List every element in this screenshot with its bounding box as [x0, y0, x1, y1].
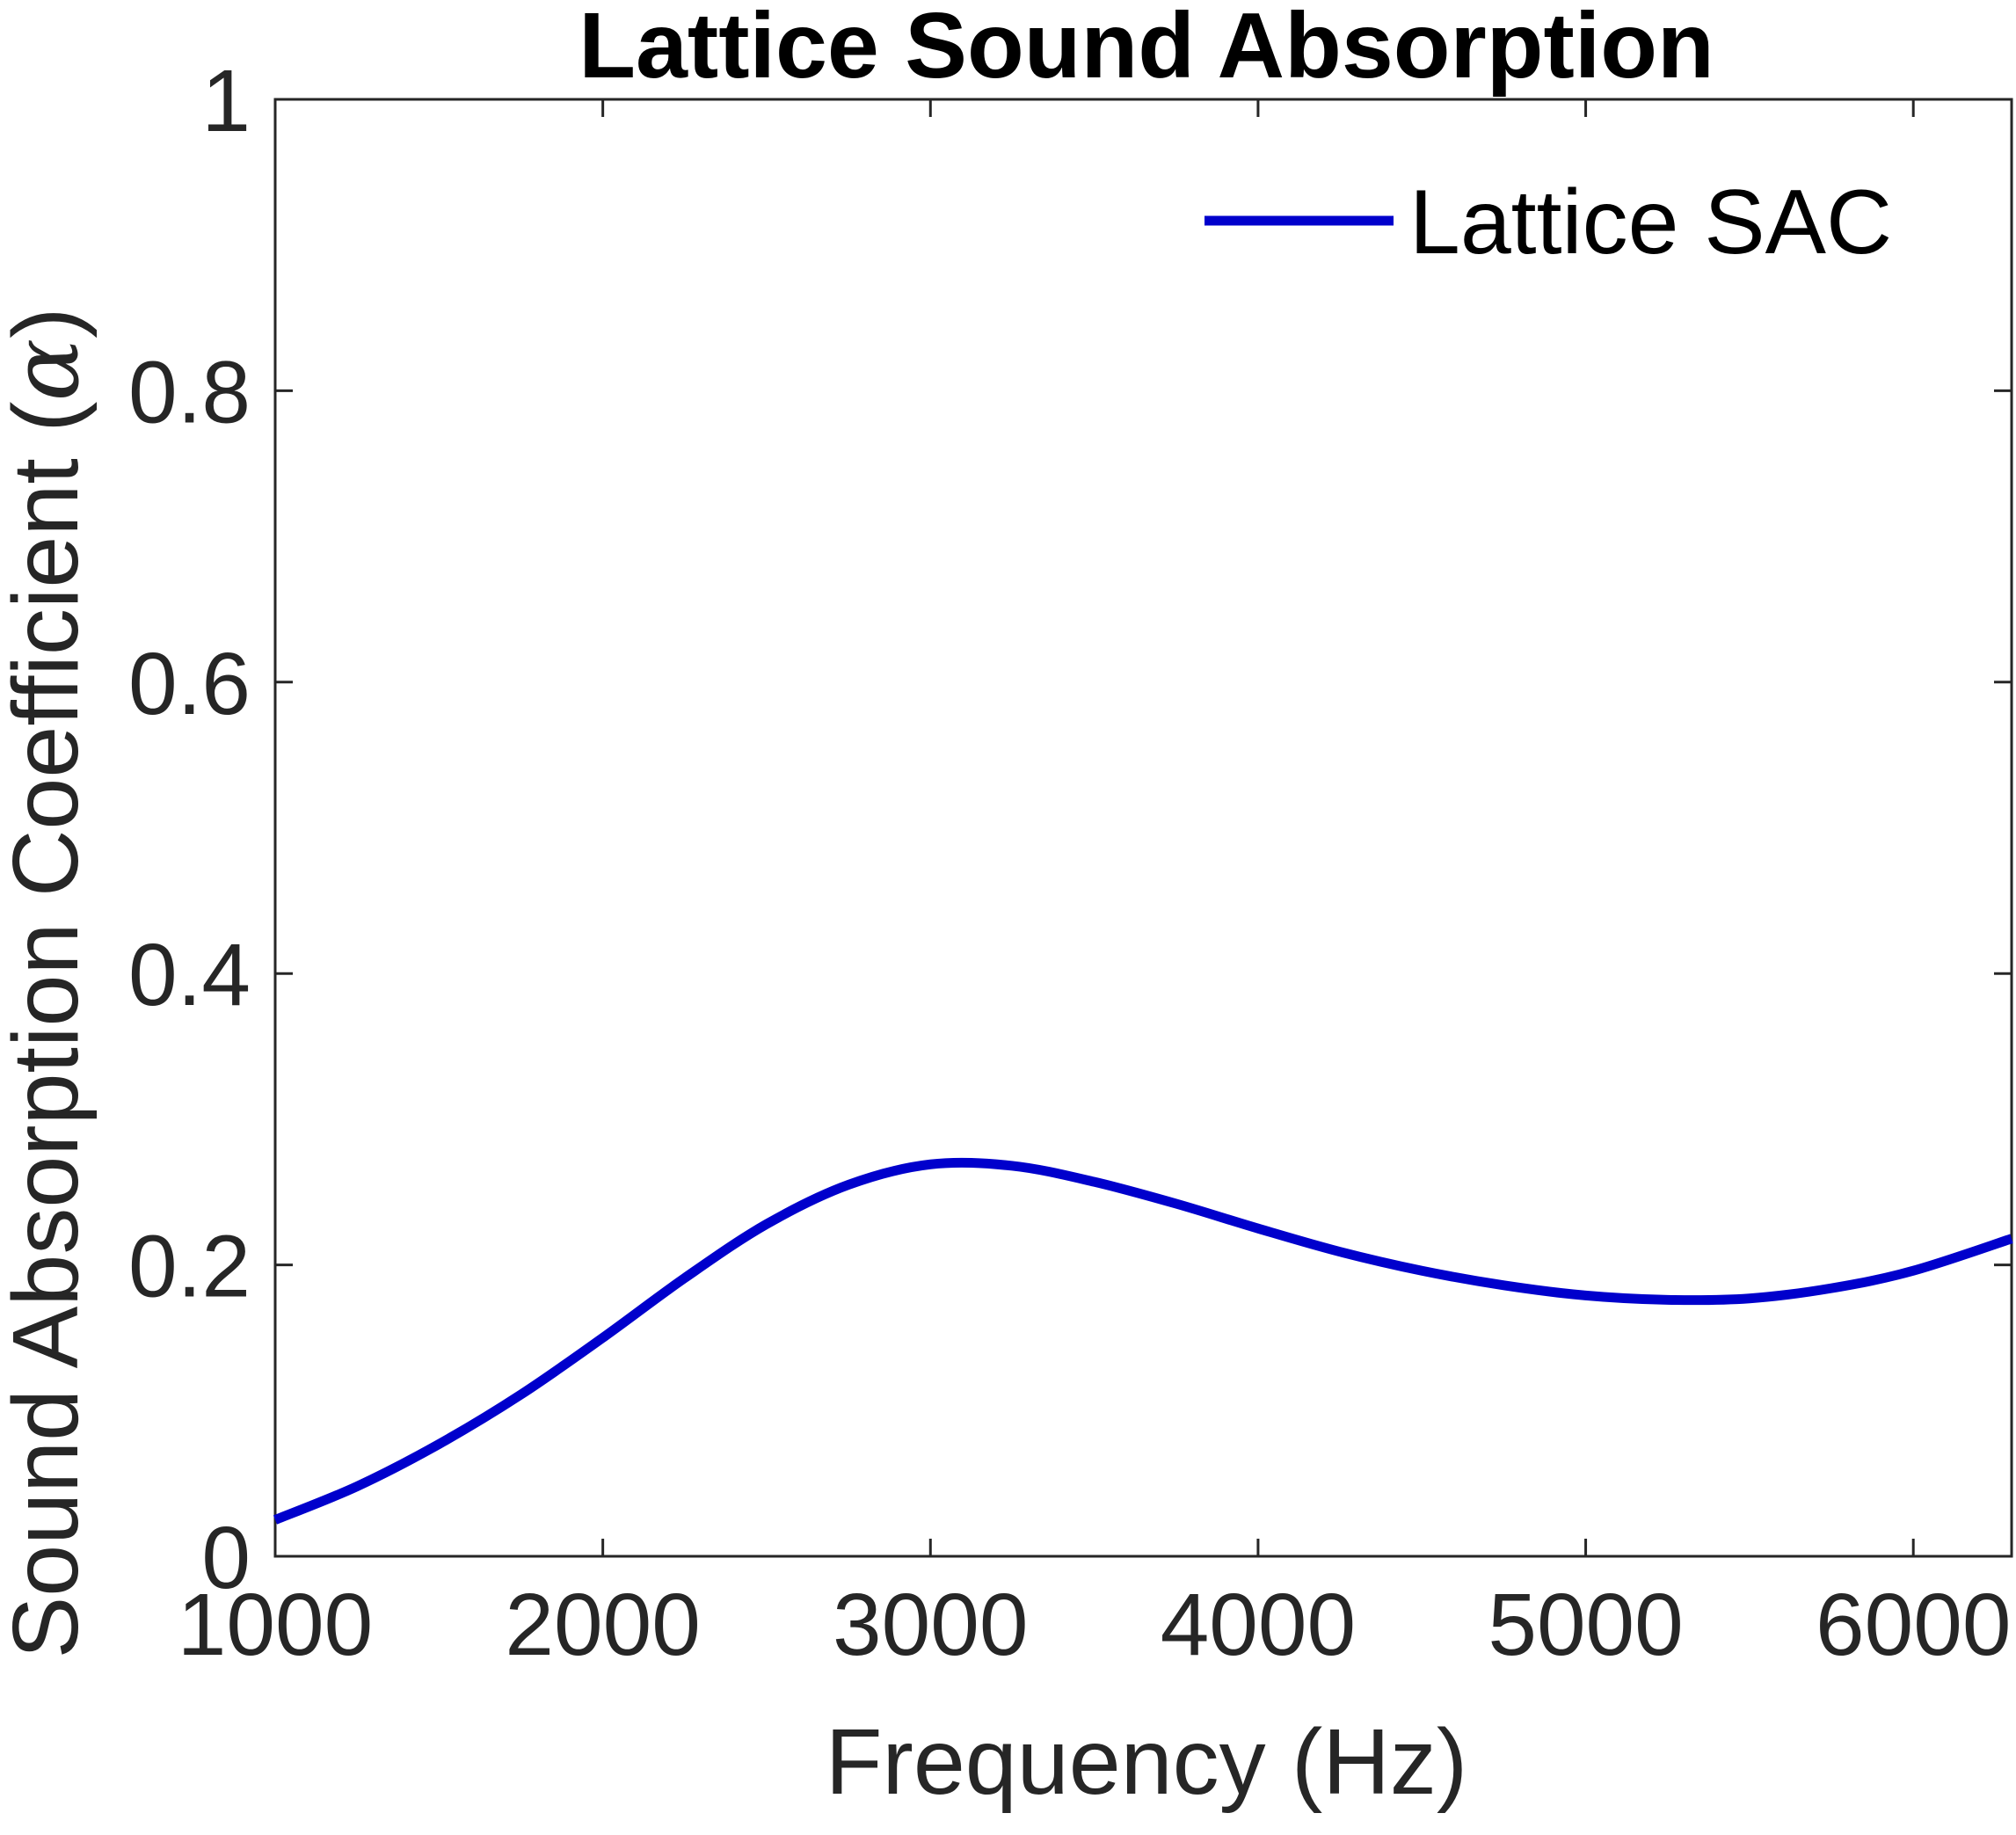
x-axis: 1000 2000 3000 4000 5000 6000 — [178, 99, 2011, 1674]
x-tick-label: 6000 — [1816, 1576, 2011, 1674]
y-tick-label: 0.4 — [128, 926, 251, 1024]
x-tick-label: 5000 — [1488, 1576, 1683, 1674]
y-tick-label: 1 — [201, 52, 251, 150]
y-axis: 0 0.2 0.4 0.6 0.8 1 — [128, 52, 2012, 1607]
alpha-symbol: α — [0, 339, 99, 402]
plot-frame — [273, 98, 2013, 1558]
x-tick-label: 2000 — [505, 1576, 700, 1674]
x-tick-label: 3000 — [833, 1576, 1028, 1674]
y-tick-label: 0.6 — [128, 635, 251, 733]
series-line-lattice-sac — [273, 1157, 2013, 1525]
series-layer — [273, 1157, 2013, 1525]
plot-area — [273, 98, 2013, 1558]
y-axis-label: Sound Absorption Coefficient (α) — [0, 308, 99, 1659]
legend-label-lattice-sac: Lattice SAC — [1409, 171, 1892, 273]
y-tick-label: 0.2 — [128, 1218, 251, 1316]
y-axis-label-close: ) — [0, 308, 98, 339]
y-tick-label: 0 — [201, 1509, 251, 1607]
y-tick-label: 0.8 — [128, 343, 251, 441]
x-axis-label: Frequency (Hz) — [826, 1710, 1467, 1814]
x-tick-label: 1000 — [178, 1576, 373, 1674]
chart-title: Lattice Sound Absorption — [579, 0, 1714, 98]
legend: Lattice SAC — [1205, 171, 1892, 273]
y-axis-label-text: Sound Absorption Coefficient ( — [0, 401, 98, 1658]
x-tick-label: 4000 — [1161, 1576, 1356, 1674]
